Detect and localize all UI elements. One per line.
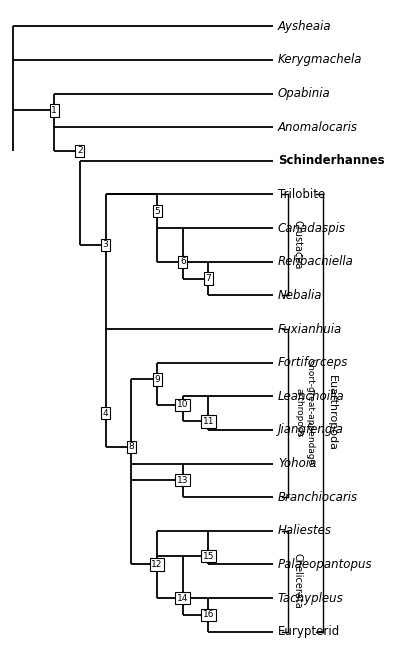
Text: Yohoia: Yohoia <box>278 457 316 470</box>
Text: Tachypleus: Tachypleus <box>278 592 344 605</box>
Text: 11: 11 <box>203 417 214 426</box>
Text: Anomalocaris: Anomalocaris <box>278 120 358 134</box>
Text: 8: 8 <box>128 442 134 451</box>
Text: Schinderhannes: Schinderhannes <box>278 155 384 167</box>
Text: Branchiocaris: Branchiocaris <box>278 491 358 503</box>
Text: Fuxianhuia: Fuxianhuia <box>278 322 342 336</box>
Text: Jiangfengia: Jiangfengia <box>278 423 344 436</box>
Text: 13: 13 <box>177 476 188 485</box>
Text: 12: 12 <box>151 560 163 569</box>
Text: 16: 16 <box>203 611 214 619</box>
Text: Canadaspis: Canadaspis <box>278 222 346 235</box>
Text: 10: 10 <box>177 400 188 409</box>
Text: 1: 1 <box>51 106 57 115</box>
Text: 3: 3 <box>103 240 108 249</box>
Text: Haliestes: Haliestes <box>278 524 332 538</box>
Text: Leanchoilia: Leanchoilia <box>278 390 345 403</box>
Text: 4: 4 <box>103 409 108 418</box>
Text: Chelicerata: Chelicerata <box>292 553 302 609</box>
Text: 7: 7 <box>206 274 211 283</box>
Text: 5: 5 <box>154 207 160 216</box>
Text: Opabinia: Opabinia <box>278 87 331 100</box>
Text: 15: 15 <box>203 551 214 561</box>
Text: Euarthropoda: Euarthropoda <box>327 375 337 451</box>
Text: Fortiforceps: Fortiforceps <box>278 356 348 369</box>
Text: 2: 2 <box>77 146 83 155</box>
Text: Kerygmachela: Kerygmachela <box>278 53 362 66</box>
Text: Trilobite: Trilobite <box>278 188 325 201</box>
Text: 9: 9 <box>154 375 160 384</box>
Text: Nebalia: Nebalia <box>278 289 322 302</box>
Text: Rehbachiella: Rehbachiella <box>278 255 354 268</box>
Text: 'short-great-appendage'
arthropods: 'short-great-appendage' arthropods <box>295 358 314 468</box>
Text: Crustacea: Crustacea <box>292 220 302 270</box>
Text: 6: 6 <box>180 257 186 266</box>
Text: Aysheaia: Aysheaia <box>278 20 332 33</box>
Text: Palaeopantopus: Palaeopantopus <box>278 558 372 571</box>
Text: Eurypterid: Eurypterid <box>278 625 340 638</box>
Text: 14: 14 <box>177 594 188 603</box>
